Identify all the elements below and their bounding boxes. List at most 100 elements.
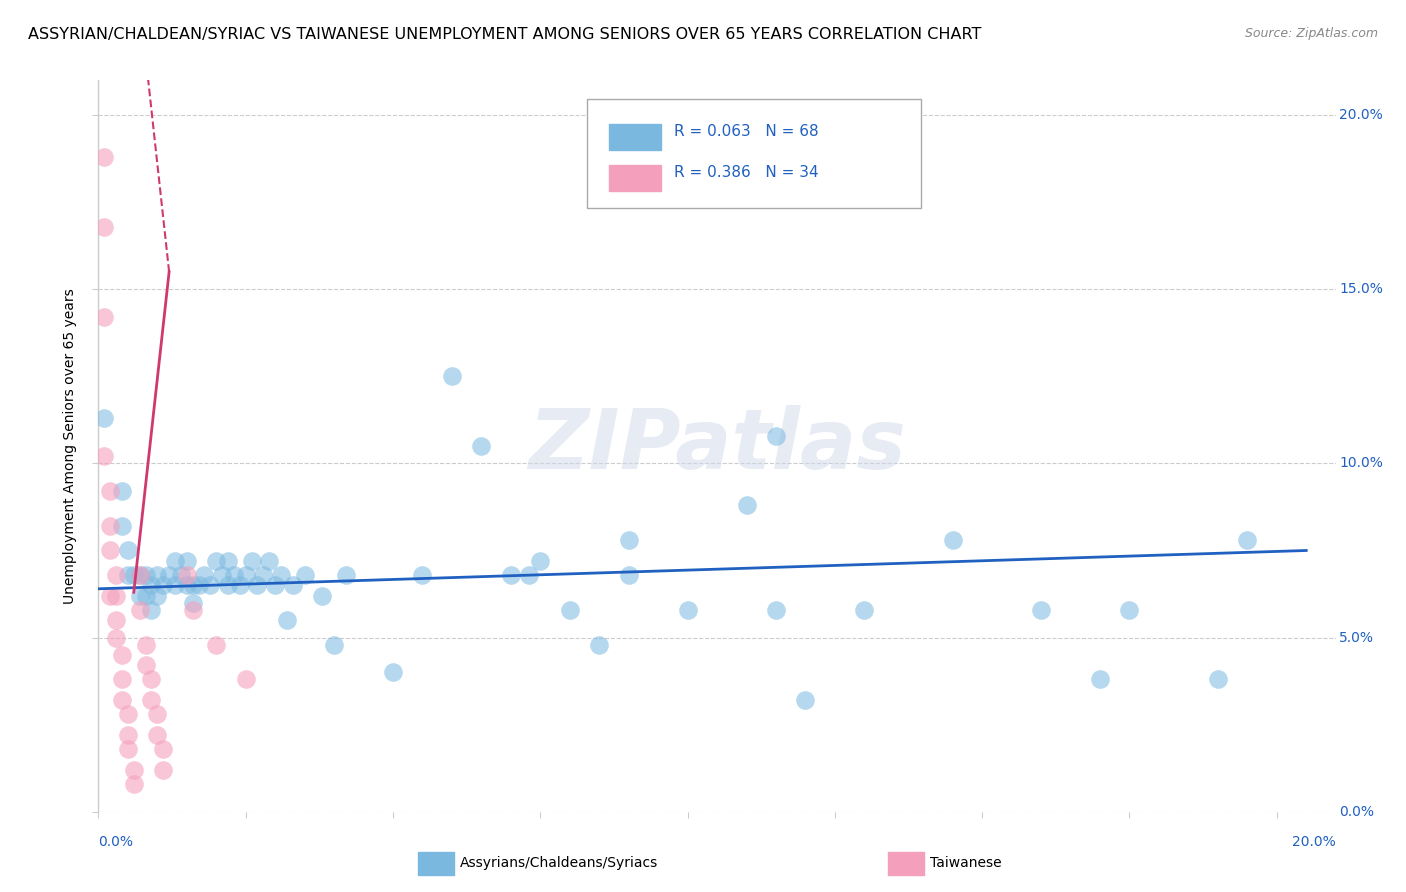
Point — [765, 603, 787, 617]
Point — [176, 578, 198, 592]
Point — [765, 428, 787, 442]
Point — [117, 707, 139, 722]
Point — [128, 603, 150, 617]
Text: 0.0%: 0.0% — [1340, 805, 1375, 819]
Point — [499, 567, 522, 582]
Point — [93, 310, 115, 325]
Point — [128, 567, 150, 582]
FancyBboxPatch shape — [588, 99, 921, 209]
Point — [111, 648, 134, 662]
Point — [205, 638, 228, 652]
Point — [152, 578, 174, 592]
Point — [111, 673, 134, 687]
Point — [141, 603, 163, 617]
Text: 10.0%: 10.0% — [1340, 457, 1384, 470]
Point — [311, 589, 333, 603]
Point — [163, 554, 186, 568]
FancyBboxPatch shape — [609, 124, 661, 151]
Point — [187, 578, 209, 592]
Point — [246, 578, 269, 592]
Point — [205, 554, 228, 568]
Point — [235, 673, 257, 687]
Point — [529, 554, 551, 568]
Point — [517, 567, 540, 582]
Point — [111, 484, 134, 499]
Point — [93, 150, 115, 164]
Point — [176, 567, 198, 582]
Text: Taiwanese: Taiwanese — [929, 856, 1001, 870]
Point — [222, 567, 245, 582]
Point — [141, 673, 163, 687]
Point — [794, 693, 817, 707]
Point — [122, 763, 145, 777]
Point — [152, 763, 174, 777]
Point — [735, 498, 758, 512]
Point — [135, 567, 157, 582]
Text: 15.0%: 15.0% — [1340, 282, 1384, 296]
FancyBboxPatch shape — [418, 852, 454, 875]
Point — [617, 567, 640, 582]
Point — [382, 665, 405, 680]
Point — [105, 613, 128, 627]
Point — [117, 742, 139, 756]
Point — [163, 578, 186, 592]
Point — [229, 578, 252, 592]
Point — [294, 567, 316, 582]
Point — [1088, 673, 1111, 687]
Point — [93, 219, 115, 234]
Point — [335, 567, 357, 582]
Point — [181, 603, 204, 617]
Point — [128, 589, 150, 603]
Text: 20.0%: 20.0% — [1292, 835, 1336, 849]
Point — [170, 567, 193, 582]
Point — [111, 519, 134, 533]
Point — [235, 567, 257, 582]
Point — [1029, 603, 1052, 617]
Point — [252, 567, 274, 582]
Point — [281, 578, 304, 592]
Point — [146, 589, 169, 603]
Point — [181, 596, 204, 610]
Point — [588, 638, 610, 652]
Text: Assyrians/Chaldeans/Syriacs: Assyrians/Chaldeans/Syriacs — [460, 856, 658, 870]
Point — [200, 578, 222, 592]
Point — [122, 777, 145, 791]
Text: Source: ZipAtlas.com: Source: ZipAtlas.com — [1244, 27, 1378, 40]
Y-axis label: Unemployment Among Seniors over 65 years: Unemployment Among Seniors over 65 years — [63, 288, 77, 604]
Point — [211, 567, 233, 582]
Point — [181, 578, 204, 592]
Text: 5.0%: 5.0% — [1340, 631, 1375, 645]
Point — [141, 578, 163, 592]
Point — [470, 439, 492, 453]
FancyBboxPatch shape — [887, 852, 924, 875]
Text: 0.0%: 0.0% — [98, 835, 134, 849]
Point — [617, 533, 640, 547]
Point — [193, 567, 215, 582]
Point — [93, 411, 115, 425]
Point — [270, 567, 292, 582]
Point — [217, 578, 239, 592]
Point — [117, 567, 139, 582]
Point — [98, 519, 121, 533]
Point — [853, 603, 876, 617]
Point — [141, 693, 163, 707]
Point — [240, 554, 263, 568]
Point — [176, 554, 198, 568]
Point — [264, 578, 287, 592]
Point — [98, 589, 121, 603]
Point — [1118, 603, 1140, 617]
Point — [105, 589, 128, 603]
Text: R = 0.386   N = 34: R = 0.386 N = 34 — [673, 165, 818, 180]
Point — [98, 484, 121, 499]
Point — [411, 567, 433, 582]
Point — [323, 638, 346, 652]
Point — [1206, 673, 1229, 687]
Point — [146, 707, 169, 722]
Point — [122, 567, 145, 582]
Point — [93, 450, 115, 464]
Point — [259, 554, 281, 568]
Point — [117, 728, 139, 742]
Point — [146, 567, 169, 582]
Point — [128, 567, 150, 582]
Point — [942, 533, 965, 547]
